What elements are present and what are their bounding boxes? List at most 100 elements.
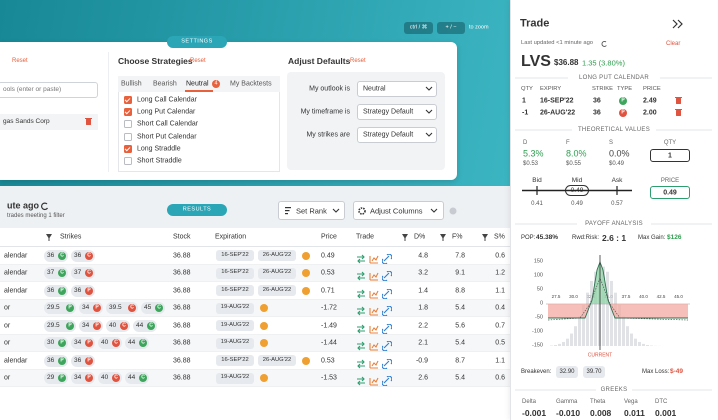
stock-price: 36.88 [173, 339, 191, 347]
link [381, 323, 393, 335]
legs-header: TYPE [617, 86, 633, 93]
slider-value: 0.49 [571, 201, 583, 207]
link-icon-glyph [381, 270, 393, 282]
chart [369, 290, 379, 299]
strategy-tab[interactable]: My Backtests [230, 80, 272, 88]
d-pct: 4.8 [418, 252, 428, 260]
slider-label: Mid [571, 176, 583, 184]
column-header[interactable]: Price [321, 233, 337, 241]
reset-link[interactable]: Reset [190, 58, 206, 64]
default-dropdown[interactable] [357, 104, 437, 120]
column-header[interactable]: Strikes [60, 233, 82, 241]
greek-label: Gamma [556, 399, 578, 405]
checkbox[interactable] [124, 96, 132, 104]
theoretical-value: $0.55 [566, 161, 582, 167]
reset-link[interactable]: Reset [350, 58, 366, 64]
strategy-tab[interactable]: Bearish [153, 80, 177, 88]
stock-price: 36.88 [173, 287, 191, 295]
column-header[interactable]: Stock [173, 233, 191, 241]
strategy-name: alendar [4, 252, 28, 260]
leg-type: P [60, 374, 64, 381]
leg-type: P [621, 109, 625, 116]
strike-value: 34 [74, 339, 82, 346]
swap-icon-glyph [357, 254, 365, 264]
adjust-columns-button[interactable] [353, 201, 444, 220]
chart [369, 273, 379, 281]
strategy-tab[interactable]: Neutral [186, 80, 209, 88]
s-pct: 0.7 [495, 322, 505, 330]
column-header[interactable]: S% [494, 233, 505, 241]
tab-badge [212, 80, 220, 88]
reset-link[interactable]: Reset [12, 58, 28, 64]
earnings-icon [260, 339, 268, 348]
strategy-tab[interactable]: Bullish [121, 80, 142, 88]
strategy-title: LONG PUT CALENDAR [578, 75, 650, 81]
checkbox[interactable] [124, 132, 132, 141]
default-dropdown[interactable] [357, 81, 437, 97]
swap-icon-glyph [357, 306, 365, 316]
clear-link[interactable]: Clear [666, 41, 681, 47]
expiry-tag [258, 355, 296, 367]
symbol-input[interactable] [0, 82, 98, 98]
expiry-date: 16-SEP'22 [221, 269, 249, 276]
s-pct: 1.1 [495, 357, 505, 365]
earnings-icon [260, 304, 268, 313]
stock-price: 36.88 [173, 269, 191, 277]
zoom-hint: to zoom [469, 24, 489, 31]
f-pct: 5.4 [455, 374, 465, 382]
swap-icon [356, 321, 366, 334]
strategy-label: Long Put Calendar [137, 108, 196, 116]
expiry-date: 26-AUG'22 [262, 356, 292, 363]
checkbox[interactable] [124, 157, 132, 165]
checkbox[interactable] [124, 120, 132, 129]
stock-price: 36.88 [173, 374, 191, 382]
leg-strike: 36 [593, 109, 601, 117]
chart-icon [369, 251, 379, 264]
leg-type: C [60, 252, 64, 259]
link-icon [381, 251, 393, 265]
leg-type-badge [58, 374, 66, 383]
expiry-date: 19-AUG'22 [220, 339, 250, 346]
column-header[interactable]: F% [452, 233, 463, 241]
link-icon [381, 268, 393, 282]
default-value: Neutral [363, 85, 386, 93]
leg-type-badge [139, 339, 147, 348]
pop-label: POP: [521, 235, 536, 241]
payoff-y-label: -100 [531, 328, 543, 335]
column-header[interactable]: Expiration [215, 233, 247, 241]
expiry-date: 26-AUG'22 [262, 251, 292, 258]
symbol-change: 1.35 (3.80%) [582, 58, 625, 68]
greek-value: 0.008 [590, 407, 612, 418]
expiry-tag [258, 285, 296, 297]
strike-value: 34 [74, 374, 82, 381]
checkbox[interactable] [124, 144, 132, 153]
greek-value: -0.010 [556, 407, 581, 418]
theoretical-title: THEORETICAL VALUES [577, 127, 651, 133]
set-rank-button[interactable] [278, 201, 345, 220]
strike-value: 40 [101, 339, 109, 346]
pop-value: 45.38% [536, 233, 559, 241]
column-header[interactable]: D% [414, 233, 426, 241]
checkbox[interactable] [124, 108, 132, 117]
link-icon-glyph [381, 358, 393, 370]
strike-value: 34 [82, 321, 90, 329]
swap-icon [356, 268, 366, 281]
strike-value: 34 [82, 304, 90, 311]
trade-price: -1.49 [321, 322, 337, 330]
result-row[interactable] [0, 299, 510, 317]
symbol-item [0, 114, 98, 130]
default-dropdown[interactable] [357, 127, 437, 143]
leg-type: C [114, 339, 118, 346]
result-row[interactable] [0, 317, 510, 335]
leg-type-badge [58, 356, 66, 365]
price-input[interactable] [650, 186, 690, 199]
swap-icon-glyph [357, 341, 365, 351]
strategy-label: Long Call Calendar [137, 96, 197, 104]
link-icon-glyph [381, 323, 393, 335]
column-header[interactable]: Trade [356, 233, 375, 241]
link-icon-glyph [381, 375, 393, 387]
swap-icon [356, 373, 366, 386]
payoff-y-label: -150 [531, 342, 543, 349]
strategy-name: alendar [4, 357, 28, 365]
qty-input[interactable] [650, 149, 690, 162]
